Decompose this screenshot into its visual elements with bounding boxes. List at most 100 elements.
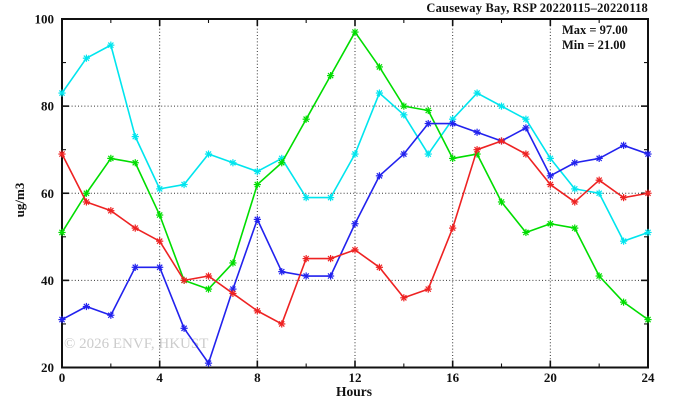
- cyan-series-marker: [473, 89, 481, 97]
- y-tick-label: 100: [35, 12, 55, 27]
- cyan-series-marker: [180, 180, 188, 189]
- blue-series-marker: [400, 150, 408, 158]
- blue-series-marker: [424, 119, 432, 128]
- cyan-series-marker: [546, 154, 554, 162]
- green-series-marker: [375, 63, 384, 71]
- max-value-label: Max = 97.00: [562, 23, 628, 37]
- blue-series-marker: [351, 220, 359, 228]
- green-series-marker: [400, 102, 408, 110]
- red-series-marker: [449, 224, 457, 232]
- cyan-series-marker: [449, 115, 457, 123]
- green-series-marker: [522, 228, 530, 237]
- green-series-marker: [326, 72, 335, 80]
- cyan-series-marker: [351, 150, 359, 158]
- cyan-series-marker: [326, 194, 335, 202]
- green-series-marker: [204, 285, 213, 293]
- blue-series-marker: [180, 324, 188, 332]
- green-series-marker: [107, 154, 115, 162]
- x-tick-label: 0: [59, 370, 66, 385]
- red-series-marker: [571, 198, 579, 206]
- y-tick-label: 40: [41, 273, 54, 288]
- red-series-marker: [497, 137, 506, 145]
- blue-series-marker: [449, 119, 457, 128]
- cyan-series-marker: [58, 89, 66, 97]
- cyan-series-marker: [229, 159, 237, 167]
- gridlines: [62, 19, 648, 368]
- cyan-series-marker: [156, 185, 164, 193]
- green-series-marker: [351, 28, 359, 36]
- y-tick-label: 60: [41, 186, 54, 201]
- red-series-marker: [156, 237, 164, 245]
- blue-series-marker: [131, 263, 139, 271]
- red-series-marker: [375, 263, 384, 271]
- watermark: © 2026 ENVF, HKUST: [64, 336, 209, 352]
- cyan-series-marker: [497, 102, 506, 110]
- cyan-series-marker: [204, 150, 213, 158]
- cyan-series-marker: [253, 167, 261, 176]
- green-series-marker: [595, 272, 603, 280]
- green-series-marker: [253, 180, 261, 189]
- blue-series-marker: [107, 311, 115, 319]
- blue-series-marker: [278, 268, 286, 276]
- red-series-marker: [595, 176, 603, 184]
- cyan-series-marker: [82, 54, 91, 62]
- green-series-marker: [156, 211, 164, 219]
- blue-series-marker: [82, 302, 91, 311]
- x-tick-label: 24: [642, 370, 656, 385]
- blue-series-marker: [619, 141, 628, 149]
- red-series-marker: [107, 207, 115, 215]
- blue-series-marker: [302, 272, 310, 280]
- red-series-marker: [82, 198, 91, 206]
- red-series-marker: [58, 150, 66, 158]
- red-series-marker: [229, 289, 237, 298]
- y-tick-label: 80: [41, 99, 54, 114]
- series-green-series: [58, 28, 652, 324]
- cyan-series-marker: [424, 150, 432, 158]
- red-series-marker: [644, 189, 652, 197]
- green-series-marker: [229, 259, 237, 267]
- y-tick-labels: 20 40 60 80 100: [35, 12, 55, 376]
- green-series-marker: [424, 106, 432, 115]
- cyan-series-marker: [644, 228, 652, 237]
- blue-series-marker: [58, 315, 66, 324]
- x-tick-label: 20: [544, 370, 557, 385]
- green-series-marker: [571, 224, 579, 232]
- min-value-label: Min = 21.00: [562, 38, 626, 52]
- x-tick-label: 8: [254, 370, 261, 385]
- series-blue-series: [58, 119, 652, 367]
- green-series-marker: [546, 220, 554, 228]
- cyan-series-marker: [619, 237, 628, 245]
- cyan-series-marker: [522, 115, 530, 123]
- max-min-annotation: Max = 97.00 Min = 21.00: [562, 23, 628, 53]
- green-series-marker: [497, 198, 506, 206]
- red-series-marker: [424, 285, 432, 293]
- blue-series-marker: [204, 359, 213, 367]
- red-series-marker: [619, 194, 628, 202]
- green-series-marker: [82, 189, 91, 197]
- y-tick-label: 20: [41, 360, 54, 375]
- cyan-series-marker: [571, 185, 579, 193]
- green-series-marker: [302, 115, 310, 123]
- green-series-marker: [644, 315, 652, 324]
- cyan-series-marker: [107, 41, 115, 49]
- chart-title: Causeway Bay, RSP 20220115–20220118: [426, 1, 648, 15]
- red-series-marker: [253, 307, 261, 315]
- axis-ticks: [61, 18, 649, 369]
- series-cyan-series: [58, 41, 652, 245]
- red-series-marker: [204, 272, 213, 280]
- cyan-series-marker: [131, 133, 139, 141]
- blue-series-marker: [522, 124, 530, 132]
- blue-series-marker: [473, 128, 481, 136]
- x-tick-label: 12: [349, 370, 362, 385]
- x-tick-label: 16: [446, 370, 460, 385]
- red-series-marker: [522, 150, 530, 158]
- red-series-marker: [400, 294, 408, 302]
- cyan-series-marker: [595, 189, 603, 197]
- green-series-marker: [131, 159, 139, 167]
- green-series-marker: [58, 228, 66, 237]
- blue-series-marker: [253, 215, 261, 223]
- blue-series-marker: [546, 172, 554, 180]
- red-series-marker: [326, 254, 335, 263]
